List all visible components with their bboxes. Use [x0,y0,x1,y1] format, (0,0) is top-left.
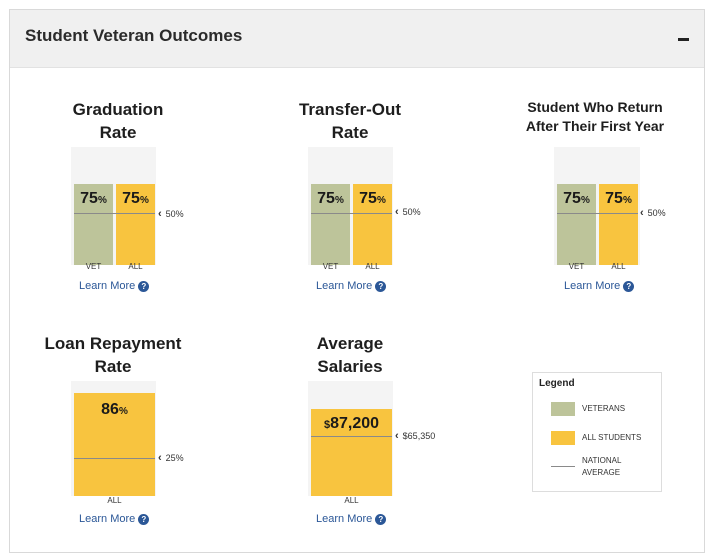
first-year-return-vet-label: VET [568,262,585,271]
chevron-left-icon: ‹ [395,206,399,218]
loan-repayment-rate-title-line1: Loan Repayment [44,334,182,353]
chevron-left-icon: ‹ [158,452,162,464]
collapse-button[interactable] [678,32,690,46]
first-year-return-vet-value: 75% [563,190,590,207]
minus-icon [678,38,689,41]
graduation-rate-all-label: ALL [128,262,143,271]
graduation-rate-vet-value: 75% [80,190,107,207]
transfer-out-rate-all-value: 75% [359,190,386,207]
average-salaries-all-label: ALL [344,496,359,505]
average-salaries-learn-more-link[interactable]: Learn More? [316,513,387,525]
loan-repayment-rate-learn-more-link[interactable]: Learn More? [79,513,150,525]
chevron-left-icon: ‹ [640,207,644,219]
average-salaries-title: Average Salaries [285,332,415,378]
chevron-left-icon: ‹ [395,430,399,442]
legend-national-average-label: NATIONAL AVERAGE [582,456,622,477]
loan-repayment-rate-all-value: 86% [101,401,128,418]
average-salaries-title-line1: Average [316,334,384,353]
legend-veterans-label: VETERANS [582,404,626,413]
student-veteran-outcomes-panel: Student Veteran Outcomes Graduation Rate… [9,9,705,553]
average-salaries-all-bar: $87,200 [311,409,392,496]
transfer-out-rate-national-line [311,213,392,214]
transfer-out-rate-learn-more-link[interactable]: Learn More? [316,280,387,292]
transfer-out-rate-vet-label: VET [322,262,339,271]
first-year-return-learn-more-link[interactable]: Learn More? [564,280,635,292]
first-year-return-all-bar: 75% [599,184,638,265]
legend-national-average-line [551,466,575,467]
loan-repayment-rate-title-line2: Rate [94,357,132,376]
loan-repayment-rate-all-bar: 86% [74,393,155,496]
graduation-rate-all-value: 75% [122,190,149,207]
help-icon: ? [375,514,387,525]
graduation-rate-title-line1: Graduation [72,100,164,119]
first-year-return-national-label: ‹ 50% [640,207,666,219]
transfer-out-rate-vet-value: 75% [317,190,344,207]
graduation-rate-learn-more-link[interactable]: Learn More? [79,280,150,292]
loan-repayment-rate-national-line [74,458,155,459]
first-year-return-title: Student Who Return After Their First Yea… [515,98,675,136]
graduation-rate-national-line [74,213,155,214]
legend: Legend VETERANS ALL STUDENTS NATIONAL AV… [532,372,662,492]
transfer-out-rate-all-bar: 75% [353,184,392,265]
first-year-return-title-line1: Student Who Return [527,99,663,115]
graduation-rate-vet-bar: 75% [74,184,113,265]
graduation-rate-title-line2: Rate [99,123,137,142]
legend-all-students-label: ALL STUDENTS [582,433,642,442]
panel-header[interactable]: Student Veteran Outcomes [10,10,704,68]
graduation-rate-title: Graduation Rate [53,98,183,144]
first-year-return-all-label: ALL [611,262,626,271]
panel-title: Student Veteran Outcomes [25,26,243,45]
first-year-return-title-line2: After Their First Year [525,118,665,134]
legend-title: Legend [539,378,575,389]
graduation-rate-national-label: ‹ 50% [158,208,184,220]
help-icon: ? [138,281,150,292]
loan-repayment-rate-all-label: ALL [107,496,122,505]
average-salaries-national-label: ‹ $65,350 [395,430,436,442]
loan-repayment-rate-title: Loan Repayment Rate [37,332,189,378]
legend-veterans-swatch [551,402,575,416]
transfer-out-rate-title: Transfer-Out Rate [285,98,415,144]
chevron-left-icon: ‹ [158,208,162,220]
help-icon: ? [623,281,635,292]
first-year-return-all-value: 75% [605,190,632,207]
transfer-out-rate-all-label: ALL [365,262,380,271]
first-year-return-vet-bar: 75% [557,184,596,265]
average-salaries-all-value: $87,200 [323,415,380,432]
average-salaries-national-line [311,436,392,437]
transfer-out-rate-title-line2: Rate [331,123,369,142]
graduation-rate-vet-label: VET [85,262,102,271]
help-icon: ? [375,281,387,292]
legend-all-students-swatch [551,431,575,445]
transfer-out-rate-vet-bar: 75% [311,184,350,265]
average-salaries-title-line2: Salaries [317,357,383,376]
first-year-return-national-line [557,213,638,214]
graduation-rate-all-bar: 75% [116,184,155,265]
transfer-out-rate-national-label: ‹ 50% [395,206,421,218]
help-icon: ? [138,514,150,525]
transfer-out-rate-title-line1: Transfer-Out [298,100,402,119]
loan-repayment-rate-national-label: ‹ 25% [158,452,184,464]
